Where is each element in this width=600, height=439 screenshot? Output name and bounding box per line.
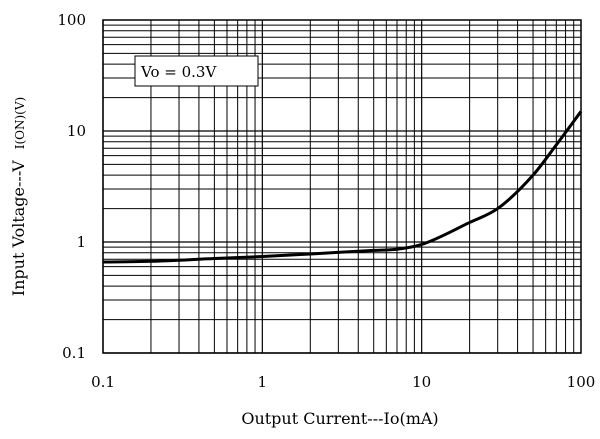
y-tick-label: 1 <box>76 233 86 251</box>
y-axis-label-sub: I(ON)(V) <box>13 97 27 149</box>
y-axis-label: Input Voltage---V I(ON)(V) <box>9 97 28 296</box>
x-tick-label: 100 <box>567 373 596 391</box>
y-tick-label: 10 <box>67 122 86 140</box>
y-tick-label: 100 <box>57 11 86 29</box>
y-tick-labels: 0.1 1 10 100 <box>57 11 86 362</box>
plot-frame <box>102 19 582 354</box>
y-tick-label: 0.1 <box>62 344 86 362</box>
annotation-text: Vo = 0.3V <box>140 63 217 81</box>
x-tick-label: 1 <box>258 373 268 391</box>
x-tick-labels: 0.1 1 10 100 <box>91 373 595 391</box>
x-tick-label: 10 <box>412 373 431 391</box>
x-axis-label: Output Current---Io(mA) <box>241 409 438 428</box>
series-line <box>102 110 583 264</box>
x-tick-label: 0.1 <box>91 373 115 391</box>
annotation-box <box>134 55 259 87</box>
y-axis-label-main: Input Voltage---V <box>9 160 28 296</box>
